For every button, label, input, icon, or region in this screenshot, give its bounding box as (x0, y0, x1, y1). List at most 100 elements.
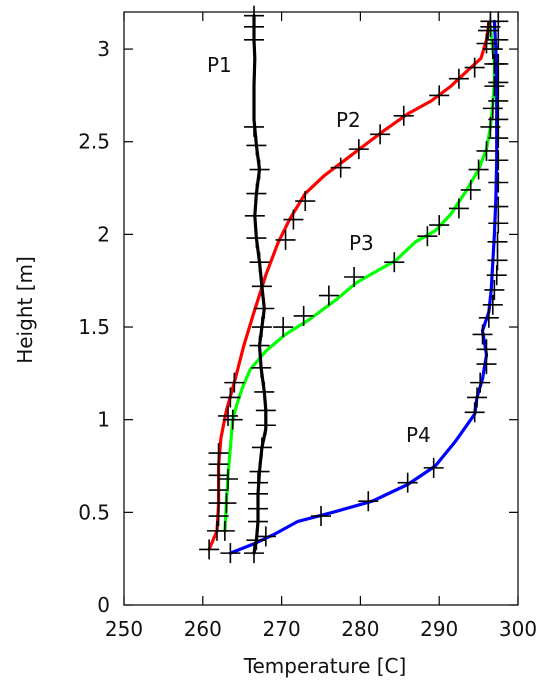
data-point-p4 (255, 526, 276, 547)
data-point-p1 (254, 381, 275, 402)
x-tick-label: 260 (184, 617, 222, 641)
data-point-p1 (251, 276, 272, 297)
data-point-p1 (247, 472, 268, 493)
data-point-p3 (222, 409, 243, 430)
data-point-p4 (488, 109, 509, 130)
data-point-p4 (311, 506, 331, 527)
data-point-p1 (254, 298, 275, 319)
data-point-p4 (488, 11, 509, 32)
data-point-p4 (476, 339, 497, 360)
y-tick-label: 1 (97, 408, 110, 432)
data-point-p4 (488, 150, 509, 171)
y-tick-label: 1.5 (78, 315, 110, 339)
data-point-p1 (251, 437, 272, 458)
data-point-p4 (488, 72, 509, 93)
x-tick-label: 290 (420, 617, 458, 641)
series-labels: P1 P2 P3 P4 (207, 53, 431, 447)
data-point-p4 (397, 472, 418, 493)
y-tick-label: 2 (97, 222, 110, 246)
y-tick-label: 3 (97, 37, 110, 61)
data-point-p1 (246, 228, 267, 249)
data-point-p4 (478, 307, 499, 328)
data-point-p2 (199, 539, 220, 560)
data-point-p1 (249, 159, 270, 180)
data-point-p4 (484, 279, 505, 300)
data-point-p2 (429, 85, 450, 106)
series-line-p2 (207, 21, 491, 551)
x-tick-label: 280 (341, 617, 379, 641)
x-tick-label: 250 (105, 617, 143, 641)
data-point-p2 (218, 405, 239, 426)
data-point-p3 (273, 317, 294, 338)
data-point-p2 (370, 124, 391, 145)
data-point-p1 (246, 530, 267, 551)
data-point-p4 (472, 324, 493, 345)
series-label-p3: P3 (349, 231, 374, 255)
y-tick-label: 0.5 (78, 500, 110, 524)
data-point-p3 (476, 140, 497, 161)
data-point-p3 (480, 16, 501, 37)
data-point-p4 (488, 53, 509, 74)
data-point-p2 (208, 443, 229, 464)
data-point-p4 (488, 196, 509, 217)
data-point-p2 (283, 209, 304, 230)
data-point-p1 (244, 5, 265, 26)
data-point-p4 (220, 543, 241, 564)
data-point-p4 (488, 128, 509, 149)
data-point-p1 (246, 135, 267, 156)
data-point-p4 (470, 372, 491, 393)
data-point-p1 (249, 461, 270, 482)
x-tick-label: 300 (499, 617, 537, 641)
data-point-p1 (249, 252, 270, 273)
data-point-p4 (488, 90, 509, 111)
y-axis: 0 0.5 1 1.5 2 2.5 3 (78, 37, 518, 617)
data-point-p3 (293, 305, 314, 326)
data-point-p2 (220, 387, 241, 408)
data-point-p2 (330, 157, 351, 178)
data-point-p3 (484, 76, 505, 97)
data-point-p2 (478, 20, 499, 41)
data-point-p1 (244, 543, 265, 564)
series-label-p4: P4 (406, 423, 431, 447)
plot-frame (123, 11, 519, 606)
data-point-p2 (448, 68, 469, 89)
data-point-p4 (488, 213, 509, 234)
data-point-p2 (348, 139, 369, 160)
data-point-p3 (344, 266, 365, 287)
data-point-p3 (216, 493, 237, 514)
series-lines (207, 14, 499, 555)
data-point-p4 (482, 294, 503, 315)
data-point-p1 (251, 357, 272, 378)
data-point-p4 (467, 387, 488, 408)
series-line-p4 (228, 19, 499, 555)
data-point-p1 (246, 183, 267, 204)
data-point-p1 (249, 335, 270, 356)
data-point-p2 (464, 57, 485, 78)
data-point-p3 (417, 226, 438, 247)
data-point-p2 (275, 229, 296, 250)
x-axis-title: Temperature [C] (243, 654, 407, 678)
data-point-p3 (218, 468, 239, 489)
y-tick-label: 2.5 (78, 130, 110, 154)
x-axis: 250 260 270 280 290 300 (105, 12, 537, 641)
series-label-p1: P1 (207, 53, 232, 77)
data-point-p3 (214, 520, 235, 541)
data-point-p4 (487, 250, 508, 271)
data-point-p4 (488, 172, 509, 193)
y-tick-label: 0 (97, 593, 110, 617)
series-markers (199, 5, 509, 564)
data-point-p2 (224, 372, 245, 393)
data-point-p3 (468, 159, 489, 180)
data-point-p1 (255, 400, 276, 421)
data-point-p2 (295, 191, 316, 212)
plot-border (123, 11, 519, 606)
data-point-p1 (251, 317, 272, 338)
data-point-p3 (318, 285, 339, 306)
data-point-p3 (429, 215, 450, 236)
data-point-p3 (482, 39, 503, 60)
data-point-p4 (464, 402, 485, 423)
data-point-p4 (488, 29, 509, 50)
data-point-p3 (384, 252, 405, 273)
data-point-p4 (487, 231, 508, 252)
